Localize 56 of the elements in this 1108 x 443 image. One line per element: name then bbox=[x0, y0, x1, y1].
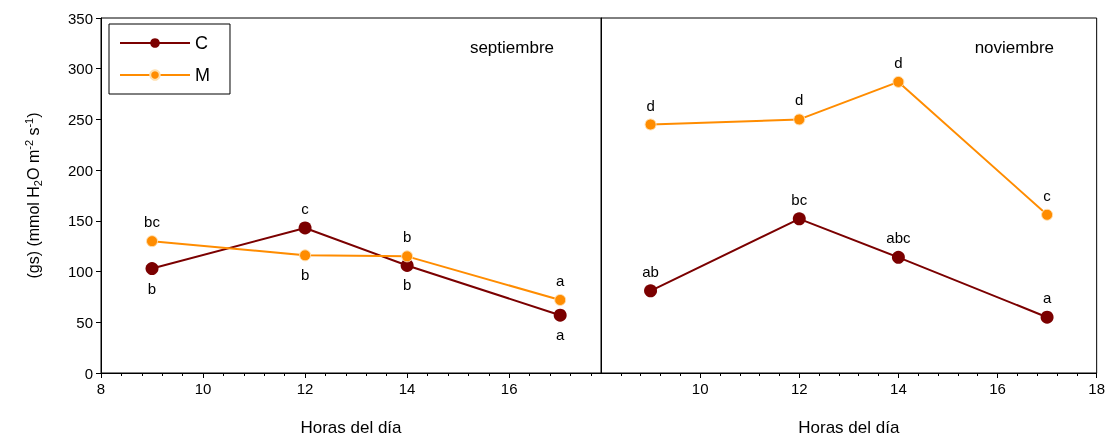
text: septiembre bbox=[469, 38, 555, 57]
point bbox=[644, 118, 657, 131]
annotation: a bbox=[556, 271, 566, 289]
point bbox=[891, 250, 905, 264]
annotation: a bbox=[556, 326, 566, 344]
annotation: d bbox=[646, 96, 655, 114]
legend-label: M bbox=[195, 65, 210, 85]
point bbox=[299, 249, 312, 262]
annotation: a bbox=[1042, 289, 1052, 307]
x-tick-label: 8 bbox=[96, 380, 106, 397]
annotation: b bbox=[147, 279, 157, 297]
point bbox=[553, 308, 567, 322]
point bbox=[792, 212, 806, 226]
text: noviembre bbox=[974, 38, 1054, 57]
annotation: d bbox=[894, 53, 903, 71]
y-tick-label: 350 bbox=[67, 9, 93, 27]
x-tick-label: 12 bbox=[296, 380, 314, 397]
point bbox=[554, 293, 567, 306]
x-tick-label: 14 bbox=[890, 380, 907, 397]
point bbox=[298, 221, 312, 235]
point bbox=[145, 262, 159, 276]
annotation: bc bbox=[144, 213, 161, 231]
x-tick-label: 18 bbox=[1088, 380, 1105, 397]
point bbox=[644, 284, 658, 298]
point bbox=[401, 250, 414, 263]
x-tick-label: 16 bbox=[500, 380, 518, 397]
point bbox=[793, 113, 806, 126]
annotation: d bbox=[795, 91, 804, 109]
annotation: c bbox=[1043, 186, 1052, 204]
annotation: ab bbox=[642, 262, 659, 280]
point bbox=[146, 235, 159, 248]
y-tick-label: 300 bbox=[67, 60, 93, 78]
annotation: b bbox=[402, 276, 412, 294]
x-tick-label: 12 bbox=[790, 380, 808, 397]
annotation: b bbox=[402, 228, 412, 246]
y-tick-label: 0 bbox=[84, 364, 93, 382]
point bbox=[1041, 208, 1054, 221]
y-tick-label: 150 bbox=[67, 212, 93, 230]
y-tick-label: 100 bbox=[67, 263, 93, 281]
annotation: b bbox=[300, 266, 310, 284]
x-axis-title: Horas del día bbox=[798, 418, 900, 437]
annotation: bc bbox=[791, 190, 808, 208]
x-tick-label: 10 bbox=[194, 380, 212, 397]
x-tick-label: 16 bbox=[989, 380, 1006, 397]
x-tick-label: 10 bbox=[691, 380, 709, 397]
point bbox=[892, 75, 905, 88]
x-axis-title: Horas del día bbox=[300, 418, 403, 437]
y-tick-label: 200 bbox=[67, 161, 93, 179]
y-axis-title: (gs) (mmol H2O m-2 s-1) bbox=[22, 112, 44, 279]
legend-label: C bbox=[195, 33, 208, 53]
y-tick-label: 50 bbox=[76, 313, 93, 331]
x-tick-label: 14 bbox=[398, 380, 416, 397]
annotation: c bbox=[301, 199, 310, 217]
annotation: abc bbox=[886, 229, 911, 247]
point bbox=[1040, 310, 1054, 324]
y-tick-label: 250 bbox=[67, 110, 93, 128]
